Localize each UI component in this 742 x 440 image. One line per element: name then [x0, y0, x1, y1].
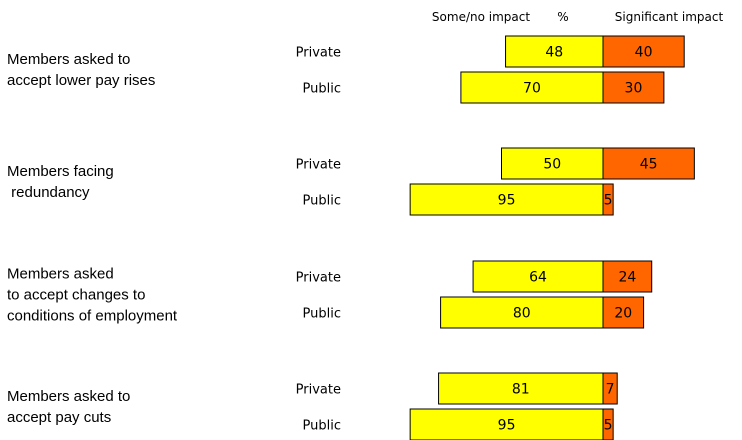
legend-some-no-impact: Some/no impact: [432, 10, 530, 24]
data-label: 40: [635, 45, 653, 61]
bar-significant-impact: [602, 296, 645, 329]
bar-group: Members asked to accept pay cuts Private 81…: [7, 372, 618, 440]
bar-some-no-impact: [440, 296, 604, 329]
data-label: 5: [604, 418, 613, 434]
category-label: Members asked to: [7, 388, 130, 405]
bar-significant-impact: [602, 183, 614, 216]
data-label: 48: [545, 45, 563, 61]
bar-some-no-impact: [409, 183, 604, 216]
bar-significant-impact: [602, 71, 665, 104]
data-label: 50: [543, 157, 561, 173]
data-label: 45: [640, 157, 658, 173]
bar-group: Members asked to accept changes to conditi…: [7, 260, 653, 329]
sector-label: Public: [303, 419, 341, 434]
bar-group: Members asked to accept lower pay rises Pr…: [7, 35, 685, 104]
category-label: to accept changes to: [7, 287, 145, 304]
data-label: 5: [604, 193, 613, 209]
bar-some-no-impact: [472, 260, 604, 293]
category-label: conditions of employment: [7, 308, 178, 325]
bar-significant-impact: [602, 260, 653, 293]
bar-significant-impact: [602, 408, 614, 440]
sector-label: Private: [296, 383, 341, 398]
bar-significant-impact: [602, 372, 618, 405]
data-label: 7: [606, 382, 615, 398]
sector-label: Private: [296, 46, 341, 61]
legend-percent: %: [557, 10, 568, 24]
data-label: 30: [625, 81, 643, 97]
bar-some-no-impact: [460, 71, 604, 104]
category-label: accept lower pay rises: [7, 72, 155, 89]
data-label: 20: [614, 306, 632, 322]
bar-some-no-impact: [438, 372, 604, 405]
plot-area: Members asked to accept lower pay rises Pr…: [7, 35, 695, 440]
bar-group: Members facing redundancy Private 50 45 Publ…: [7, 147, 695, 216]
category-label: Members asked: [7, 266, 114, 283]
bar-some-no-impact: [501, 147, 604, 180]
data-label: 81: [512, 382, 530, 398]
bar-some-no-impact: [505, 35, 604, 68]
sector-label: Public: [303, 82, 341, 97]
category-label: Members asked to: [7, 51, 130, 68]
data-label: 80: [513, 306, 531, 322]
data-label: 95: [498, 193, 516, 209]
category-label: redundancy: [7, 184, 90, 201]
category-label: accept pay cuts: [7, 409, 111, 426]
data-label: 95: [498, 418, 516, 434]
sector-label: Public: [303, 307, 341, 322]
sector-label: Private: [296, 158, 341, 173]
sector-label: Public: [303, 194, 341, 209]
sector-label: Private: [296, 271, 341, 286]
data-label: 70: [523, 81, 541, 97]
data-label: 64: [529, 270, 547, 286]
data-label: 24: [618, 270, 636, 286]
category-label: Members facing: [7, 163, 114, 180]
legend-significant-impact: Significant impact: [615, 10, 724, 24]
legend: Some/no impact % Significant impact: [432, 10, 724, 24]
bar-significant-impact: [602, 147, 695, 180]
bar-significant-impact: [602, 35, 685, 68]
